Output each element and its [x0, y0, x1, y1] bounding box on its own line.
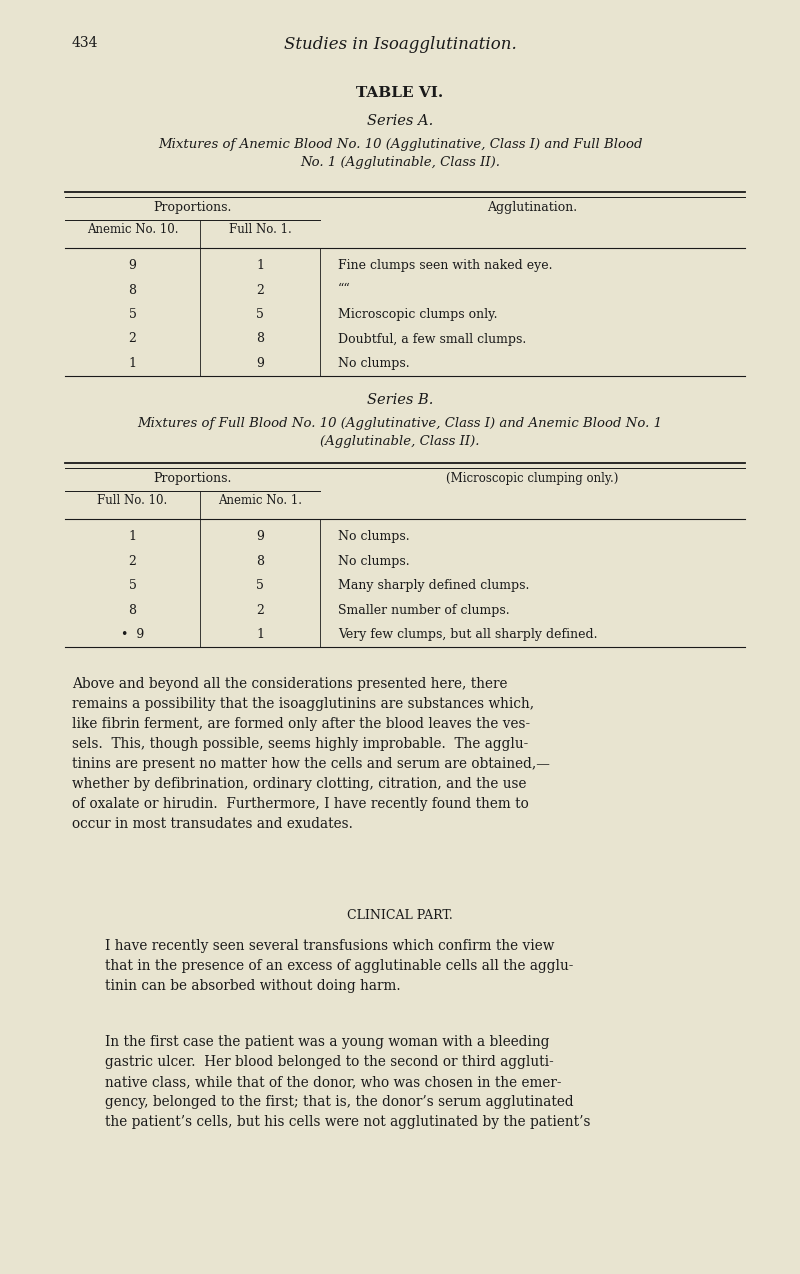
Text: 1: 1 — [256, 628, 264, 642]
Text: Doubtful, a few small clumps.: Doubtful, a few small clumps. — [338, 333, 526, 345]
Text: Full No. 1.: Full No. 1. — [229, 223, 291, 236]
Text: TABLE VI.: TABLE VI. — [356, 87, 444, 99]
Text: Microscopic clumps only.: Microscopic clumps only. — [338, 308, 498, 321]
Text: 5: 5 — [256, 308, 264, 321]
Text: 434: 434 — [72, 36, 98, 50]
Text: (Microscopic clumping only.): (Microscopic clumping only.) — [446, 473, 618, 485]
Text: Agglutination.: Agglutination. — [487, 201, 578, 214]
Text: Proportions.: Proportions. — [154, 473, 232, 485]
Text: Series B.: Series B. — [367, 394, 433, 408]
Text: Above and beyond all the considerations presented here, there
remains a possibil: Above and beyond all the considerations … — [72, 676, 550, 832]
Text: Proportions.: Proportions. — [154, 201, 232, 214]
Text: 5: 5 — [129, 308, 137, 321]
Text: No clumps.: No clumps. — [338, 357, 410, 369]
Text: Mixtures of Full Blood No. 10 (Agglutinative, Class I) and Anemic Blood No. 1
(A: Mixtures of Full Blood No. 10 (Agglutina… — [138, 417, 662, 447]
Text: Mixtures of Anemic Blood No. 10 (Agglutinative, Class I) and Full Blood
No. 1 (A: Mixtures of Anemic Blood No. 10 (Aggluti… — [158, 138, 642, 169]
Text: No clumps.: No clumps. — [338, 530, 410, 544]
Text: 8: 8 — [129, 604, 137, 617]
Text: •  9: • 9 — [121, 628, 144, 642]
Text: 1: 1 — [256, 259, 264, 273]
Text: Smaller number of clumps.: Smaller number of clumps. — [338, 604, 510, 617]
Text: 2: 2 — [256, 604, 264, 617]
Text: Studies in Isoagglutination.: Studies in Isoagglutination. — [284, 36, 516, 54]
Text: 9: 9 — [256, 530, 264, 544]
Text: 1: 1 — [129, 357, 137, 369]
Text: 2: 2 — [256, 284, 264, 297]
Text: 9: 9 — [256, 357, 264, 369]
Text: In the first case the patient was a young woman with a bleeding
gastric ulcer.  : In the first case the patient was a youn… — [105, 1034, 590, 1129]
Text: 2: 2 — [129, 333, 137, 345]
Text: 5: 5 — [129, 580, 137, 592]
Text: 8: 8 — [129, 284, 137, 297]
Text: Fine clumps seen with naked eye.: Fine clumps seen with naked eye. — [338, 259, 553, 273]
Text: ““: ““ — [338, 284, 350, 297]
Text: Series A.: Series A. — [367, 113, 433, 127]
Text: 5: 5 — [256, 580, 264, 592]
Text: Very few clumps, but all sharply defined.: Very few clumps, but all sharply defined… — [338, 628, 598, 642]
Text: No clumps.: No clumps. — [338, 555, 410, 568]
Text: 2: 2 — [129, 555, 137, 568]
Text: 9: 9 — [129, 259, 137, 273]
Text: Anemic No. 10.: Anemic No. 10. — [86, 223, 178, 236]
Text: Anemic No. 1.: Anemic No. 1. — [218, 494, 302, 507]
Text: CLINICAL PART.: CLINICAL PART. — [347, 910, 453, 922]
Text: 1: 1 — [129, 530, 137, 544]
Text: I have recently seen several transfusions which confirm the view
that in the pre: I have recently seen several transfusion… — [105, 939, 574, 994]
Text: Many sharply defined clumps.: Many sharply defined clumps. — [338, 580, 530, 592]
Text: 8: 8 — [256, 555, 264, 568]
Text: Full No. 10.: Full No. 10. — [98, 494, 168, 507]
Text: 8: 8 — [256, 333, 264, 345]
